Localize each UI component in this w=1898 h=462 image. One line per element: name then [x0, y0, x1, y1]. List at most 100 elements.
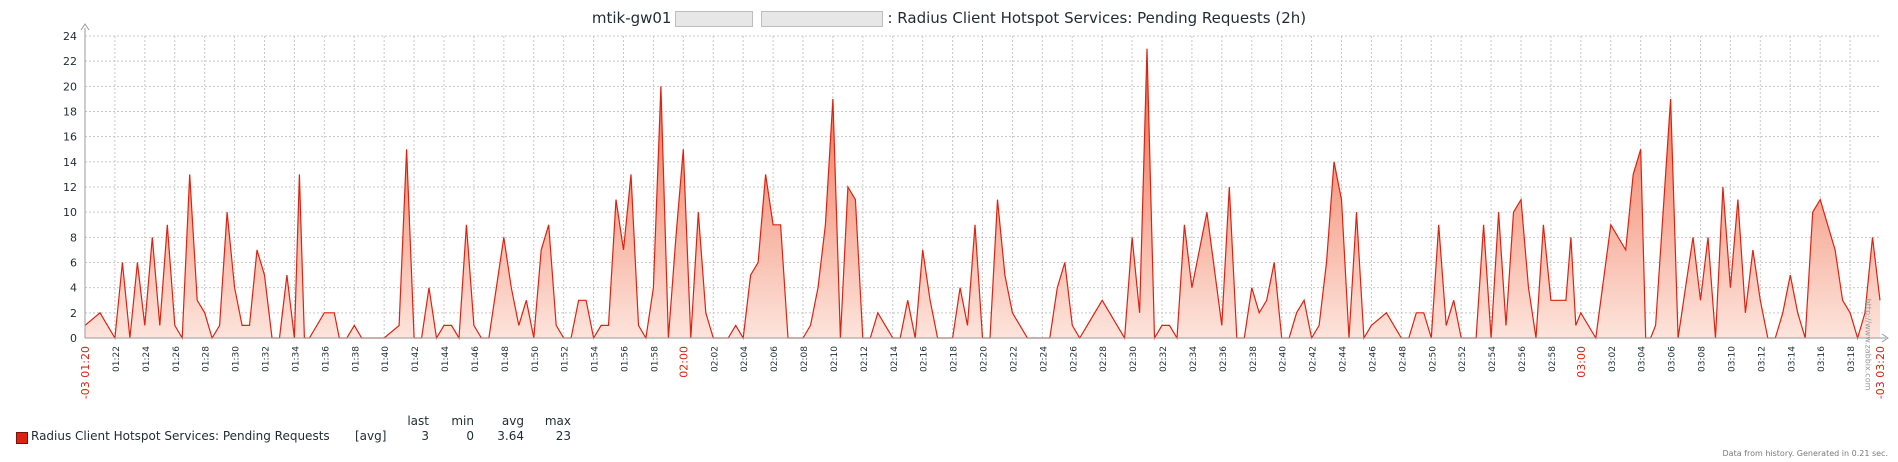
y-tick-label: 10: [63, 206, 77, 219]
x-tick-label: 02:20: [980, 346, 990, 372]
x-tick-label: 01:36: [321, 346, 331, 372]
legend-header-avg: avg: [501, 414, 524, 428]
legend-value-avg: 3.64: [497, 429, 524, 443]
x-tick-label: 02:08: [800, 346, 810, 372]
x-tick-label: 01:42: [411, 346, 421, 372]
y-tick-label: 18: [63, 106, 77, 119]
x-tick-label: 02:40: [1279, 346, 1289, 372]
x-tick-label: 02:00: [677, 346, 690, 378]
grid-lines: [85, 35, 1880, 338]
x-tick-label: 01:56: [621, 346, 631, 372]
y-tick-label: 14: [63, 156, 77, 169]
watermark-url: http://www.zabbix.com: [1863, 298, 1873, 391]
x-tick-label: 02:16: [920, 346, 930, 372]
x-tick-label: 02:32: [1159, 346, 1169, 372]
x-tick-label: 01:26: [172, 346, 182, 372]
x-tick-label: 03:12: [1757, 346, 1767, 372]
x-tick-label: 02:22: [1009, 346, 1019, 372]
x-tick-label: 03:18: [1847, 346, 1857, 372]
legend-value-last: 3: [421, 429, 429, 443]
x-axis-arrow: [1881, 333, 1889, 343]
x-tick-label: 02:18: [950, 346, 960, 372]
axes: [80, 23, 1889, 343]
y-tick-label: 8: [70, 231, 77, 244]
title-text: : Radius Client Hotspot Services: Pendin…: [887, 9, 1307, 27]
x-tick-label: 02:56: [1518, 346, 1528, 372]
x-tick-label: 01:28: [202, 346, 212, 372]
y-axis-arrow: [80, 23, 90, 31]
x-tick-label: 02:36: [1219, 346, 1229, 372]
x-tick-label-date: 07-03 01:20: [79, 346, 92, 400]
legend-item-name: Radius Client Hotspot Services: Pending …: [31, 429, 330, 443]
x-tick-label: 02:46: [1368, 346, 1378, 372]
x-tick-label: 01:52: [561, 346, 571, 372]
y-tick-label: 6: [70, 257, 77, 270]
x-tick-label: 02:02: [710, 346, 720, 372]
x-tick-label: 01:32: [262, 346, 272, 372]
x-tick-label: 01:44: [441, 346, 451, 372]
x-tick-label: 01:22: [112, 346, 122, 372]
legend-value-max: 23: [555, 429, 571, 443]
y-tick-label: 22: [63, 55, 77, 68]
x-tick-label: 02:34: [1189, 346, 1199, 372]
x-tick-label: 03:08: [1698, 346, 1708, 372]
redacted-box: [675, 10, 754, 27]
x-tick-label: 02:52: [1458, 346, 1468, 372]
x-tick-label: 01:40: [381, 346, 391, 372]
x-tick-label: 02:28: [1099, 346, 1109, 372]
chart-title: mtik-gw01 : Radius Client Hotspot Service…: [0, 9, 1898, 27]
legend-color-swatch: [16, 432, 28, 444]
x-tick-label: 01:48: [501, 346, 511, 372]
x-tick-label: 01:54: [591, 346, 601, 372]
x-tick-label: 03:02: [1608, 346, 1618, 372]
x-tick-label: 03:16: [1817, 346, 1827, 372]
legend-value-min: 0: [466, 429, 474, 443]
x-tick-label: 01:50: [531, 346, 541, 372]
x-tick-label: 02:44: [1339, 346, 1349, 372]
redacted-box: [761, 10, 884, 27]
x-tick-label: 02:12: [860, 346, 870, 372]
x-tick-label: 01:46: [471, 346, 481, 372]
x-tick-labels: 01:22 01:24 01:26 01:28 01:30 01:32 01:34 01:36…: [79, 346, 1887, 400]
legend-header-min: min: [451, 414, 474, 428]
generation-info: Data from history. Generated in 0.21 sec…: [1722, 449, 1888, 458]
series-fill: [85, 48, 1880, 338]
legend-header-max: max: [544, 414, 571, 428]
y-tick-label: 24: [63, 30, 77, 43]
x-tick-label: 02:06: [770, 346, 780, 372]
x-tick-label: 02:24: [1039, 346, 1049, 372]
x-tick-label: 02:58: [1548, 346, 1558, 372]
title-host: mtik-gw01: [591, 9, 672, 27]
y-tick-label: 20: [63, 80, 77, 93]
x-tick-label: 03:14: [1787, 346, 1797, 372]
x-tick-label: 02:14: [890, 346, 900, 372]
y-tick-label: 16: [63, 131, 77, 144]
legend-function: [avg]: [355, 429, 387, 443]
x-tick-label-date: 07-03 03:20: [1874, 346, 1887, 400]
x-tick-label: 01:38: [351, 346, 361, 372]
x-tick-label: 02:48: [1398, 346, 1408, 372]
y-tick-label: 4: [70, 282, 77, 295]
x-tick-label: 02:26: [1069, 346, 1079, 372]
x-tick-label: 03:06: [1668, 346, 1678, 372]
y-tick-label: 2: [70, 307, 77, 320]
x-tick-label: 01:24: [142, 346, 152, 372]
x-tick-label: 02:38: [1249, 346, 1259, 372]
x-tick-label: 02:54: [1488, 346, 1498, 372]
x-tick-label: 02:30: [1129, 346, 1139, 372]
x-tick-label: 02:42: [1309, 346, 1319, 372]
x-tick-label: 02:04: [740, 346, 750, 372]
y-tick-label: 0: [70, 332, 77, 345]
x-tick-label: 03:10: [1727, 346, 1737, 372]
y-tick-label: 12: [63, 181, 77, 194]
x-tick-label: 02:50: [1428, 346, 1438, 372]
x-tick-label: 01:34: [291, 346, 301, 372]
x-tick-label: 03:04: [1638, 346, 1648, 372]
x-tick-label: 03:00: [1575, 346, 1588, 378]
x-tick-label: 01:30: [232, 346, 242, 372]
x-tick-label: 02:10: [830, 346, 840, 372]
legend-header-last: last: [407, 414, 429, 428]
x-tick-label: 01:58: [650, 346, 660, 372]
